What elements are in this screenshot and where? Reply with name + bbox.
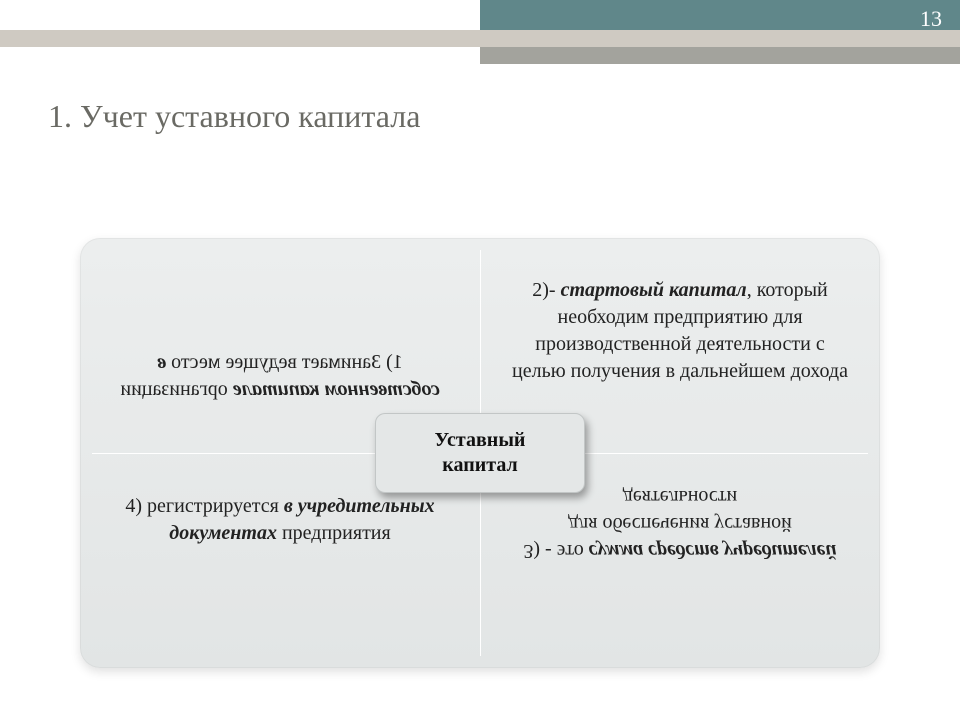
quadrant-tr-text: 2)- стартовый капитал, который необходим… — [510, 277, 850, 385]
stripe-row-1 — [0, 0, 960, 30]
q-br-pre: 3) - это — [523, 540, 588, 562]
quadrant-bl-text: 4) регистрируется в учредительных докуме… — [110, 493, 450, 547]
page-number: 13 — [920, 6, 942, 32]
center-line-1: Уставный — [386, 428, 574, 453]
stripe-1-left — [0, 0, 480, 30]
center-line-2: капитал — [386, 453, 574, 478]
stripe-3-right — [480, 47, 960, 64]
stripe-1-right — [480, 0, 960, 30]
q-tl-pre: 1) Занимает ведущее место — [166, 351, 403, 373]
stripe-row-3 — [0, 47, 960, 64]
q-tr-em: стартовый капитал — [561, 279, 747, 301]
diagram-panel: 1) Занимает ведущее место в собственном … — [80, 238, 880, 668]
q-tr-pre: 2)- — [532, 279, 560, 301]
center-box: Уставный капитал — [375, 413, 585, 493]
q-br-post: для обеспечения уставной деятельности — [568, 486, 792, 535]
stripe-row-2 — [0, 30, 960, 47]
header-stripe — [0, 0, 960, 64]
q-bl-pre: 4) регистрируется — [125, 495, 283, 517]
q-tl-post: организации — [120, 378, 232, 400]
stripe-3-left — [0, 47, 480, 64]
quadrant-br-text: 3) - это сумма средств учредителей для о… — [510, 483, 850, 564]
slide-title: 1. Учет уставного капитала — [48, 98, 420, 135]
quadrant-tl-text: 1) Занимает ведущее место в собственном … — [110, 349, 450, 403]
q-bl-post: предприятия — [277, 522, 391, 544]
q-br-em: сумма средств учредителей — [589, 540, 837, 562]
